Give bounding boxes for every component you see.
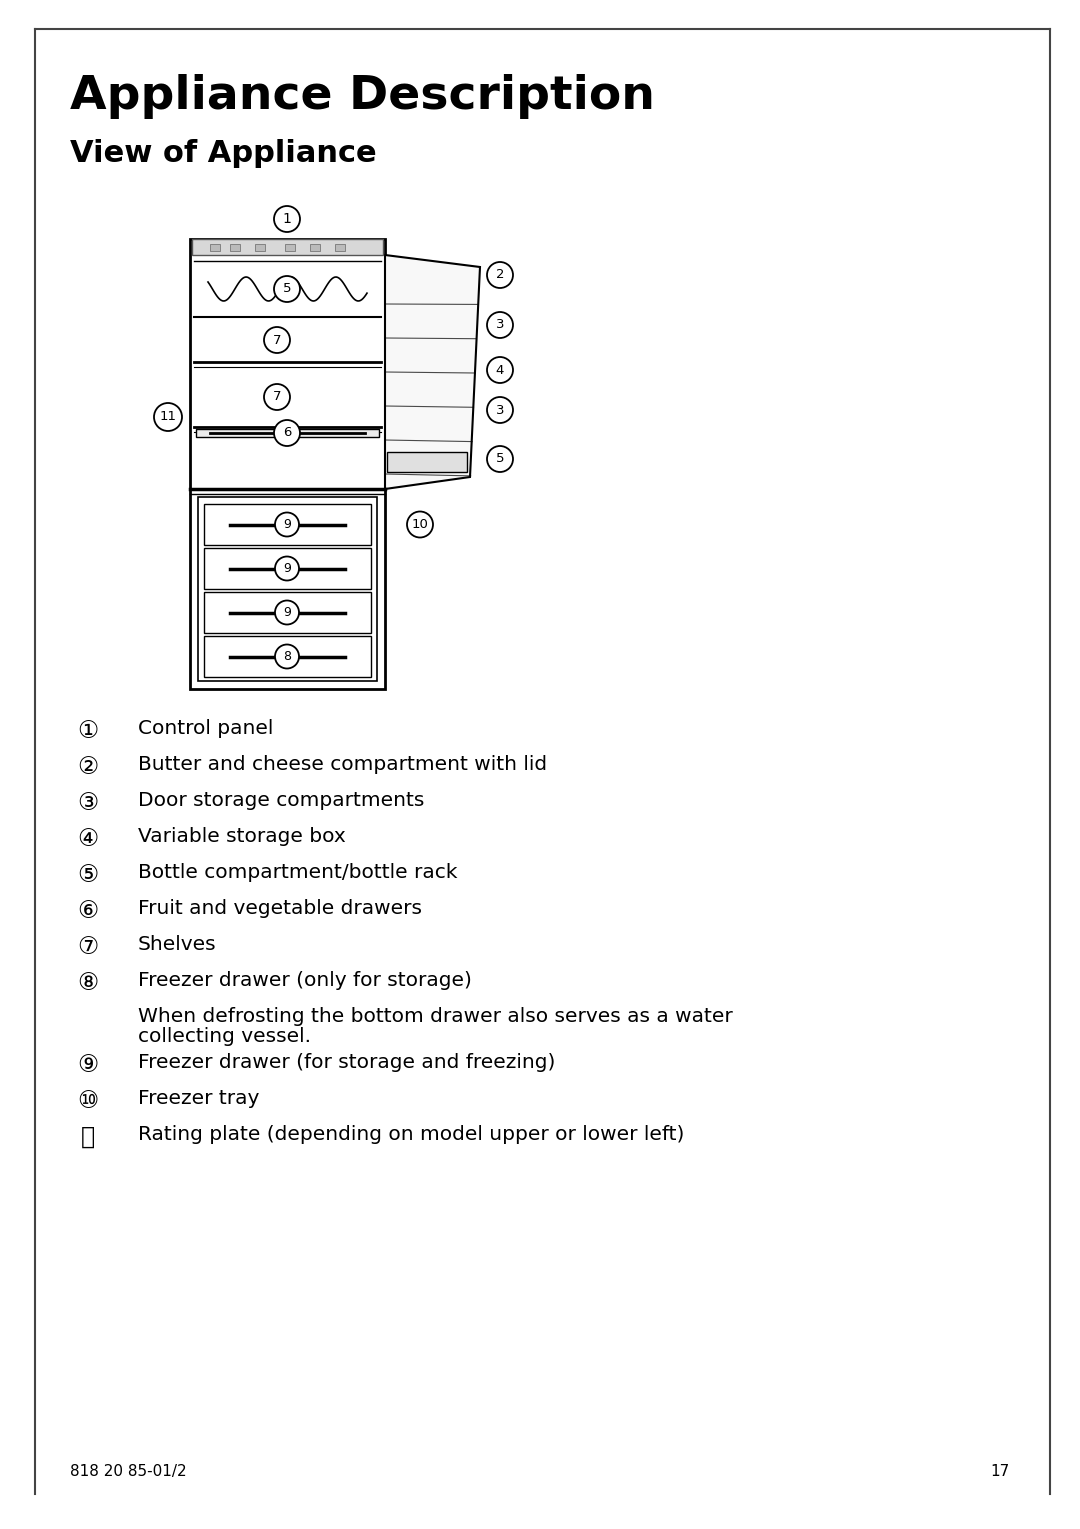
Text: Fruit and vegetable drawers: Fruit and vegetable drawers bbox=[138, 899, 422, 917]
Circle shape bbox=[487, 312, 513, 338]
Circle shape bbox=[275, 601, 299, 624]
Text: 6: 6 bbox=[283, 427, 292, 439]
Text: Butter and cheese compartment with lid: Butter and cheese compartment with lid bbox=[138, 755, 548, 774]
Polygon shape bbox=[384, 255, 480, 489]
Bar bbox=[198, 497, 377, 680]
Text: 17: 17 bbox=[990, 1463, 1010, 1479]
Text: 3: 3 bbox=[496, 318, 504, 332]
Text: ⑥: ⑥ bbox=[78, 899, 98, 924]
Bar bbox=[204, 547, 372, 589]
Text: 4: 4 bbox=[496, 364, 504, 376]
Text: 7: 7 bbox=[273, 390, 281, 404]
Text: ⑪: ⑪ bbox=[81, 1125, 95, 1148]
Bar bbox=[310, 245, 320, 251]
Text: Freezer tray: Freezer tray bbox=[138, 1089, 259, 1109]
Circle shape bbox=[275, 557, 299, 581]
Bar bbox=[210, 245, 220, 251]
Text: Freezer drawer (for storage and freezing): Freezer drawer (for storage and freezing… bbox=[138, 1053, 555, 1072]
Text: ④: ④ bbox=[78, 827, 98, 852]
Bar bbox=[255, 245, 265, 251]
Bar bbox=[387, 453, 467, 472]
Text: ⑧: ⑧ bbox=[78, 971, 98, 995]
Text: 2: 2 bbox=[496, 269, 504, 281]
Circle shape bbox=[487, 398, 513, 424]
Text: Appliance Description: Appliance Description bbox=[70, 73, 654, 119]
Text: ⑨: ⑨ bbox=[78, 1053, 98, 1076]
Circle shape bbox=[487, 261, 513, 287]
Text: 1: 1 bbox=[283, 213, 292, 226]
Text: ②: ② bbox=[78, 755, 98, 778]
Text: 9: 9 bbox=[283, 518, 291, 531]
Circle shape bbox=[154, 404, 183, 431]
Text: 3: 3 bbox=[496, 404, 504, 416]
Circle shape bbox=[487, 356, 513, 382]
Text: ③: ③ bbox=[78, 790, 98, 815]
Text: Shelves: Shelves bbox=[138, 936, 217, 954]
Text: Bottle compartment/bottle rack: Bottle compartment/bottle rack bbox=[138, 862, 458, 882]
Text: Rating plate (depending on model upper or lower left): Rating plate (depending on model upper o… bbox=[138, 1125, 685, 1144]
Text: 5: 5 bbox=[283, 283, 292, 295]
Circle shape bbox=[407, 512, 433, 538]
Circle shape bbox=[275, 645, 299, 668]
Bar bbox=[285, 245, 295, 251]
Text: Control panel: Control panel bbox=[138, 719, 273, 739]
Text: 818 20 85-01/2: 818 20 85-01/2 bbox=[70, 1463, 187, 1479]
Bar bbox=[195, 430, 379, 437]
Bar bbox=[230, 245, 240, 251]
Circle shape bbox=[264, 384, 291, 410]
Text: 5: 5 bbox=[496, 453, 504, 465]
Bar bbox=[192, 239, 383, 255]
Bar bbox=[204, 592, 372, 633]
Bar bbox=[204, 505, 372, 544]
Circle shape bbox=[274, 277, 300, 303]
Text: ⑦: ⑦ bbox=[78, 936, 98, 959]
Circle shape bbox=[264, 327, 291, 353]
Text: 7: 7 bbox=[273, 333, 281, 347]
Bar bbox=[204, 636, 372, 677]
Bar bbox=[190, 239, 384, 690]
Circle shape bbox=[487, 446, 513, 472]
Circle shape bbox=[275, 512, 299, 537]
Text: collecting vessel.: collecting vessel. bbox=[138, 1027, 311, 1046]
Text: View of Appliance: View of Appliance bbox=[70, 139, 377, 168]
Bar bbox=[335, 245, 345, 251]
Text: 9: 9 bbox=[283, 605, 291, 619]
Text: ⑤: ⑤ bbox=[78, 862, 98, 887]
Text: ⑩: ⑩ bbox=[78, 1089, 98, 1113]
Text: ①: ① bbox=[78, 719, 98, 743]
Circle shape bbox=[274, 420, 300, 446]
Text: 9: 9 bbox=[283, 563, 291, 575]
Text: 11: 11 bbox=[160, 410, 176, 424]
Text: 8: 8 bbox=[283, 650, 291, 664]
Text: Door storage compartments: Door storage compartments bbox=[138, 790, 424, 810]
Text: Variable storage box: Variable storage box bbox=[138, 827, 346, 846]
Circle shape bbox=[274, 206, 300, 232]
Text: When defrosting the bottom drawer also serves as a water: When defrosting the bottom drawer also s… bbox=[138, 1008, 732, 1026]
Text: Freezer drawer (only for storage): Freezer drawer (only for storage) bbox=[138, 971, 472, 989]
Text: 10: 10 bbox=[411, 518, 429, 531]
